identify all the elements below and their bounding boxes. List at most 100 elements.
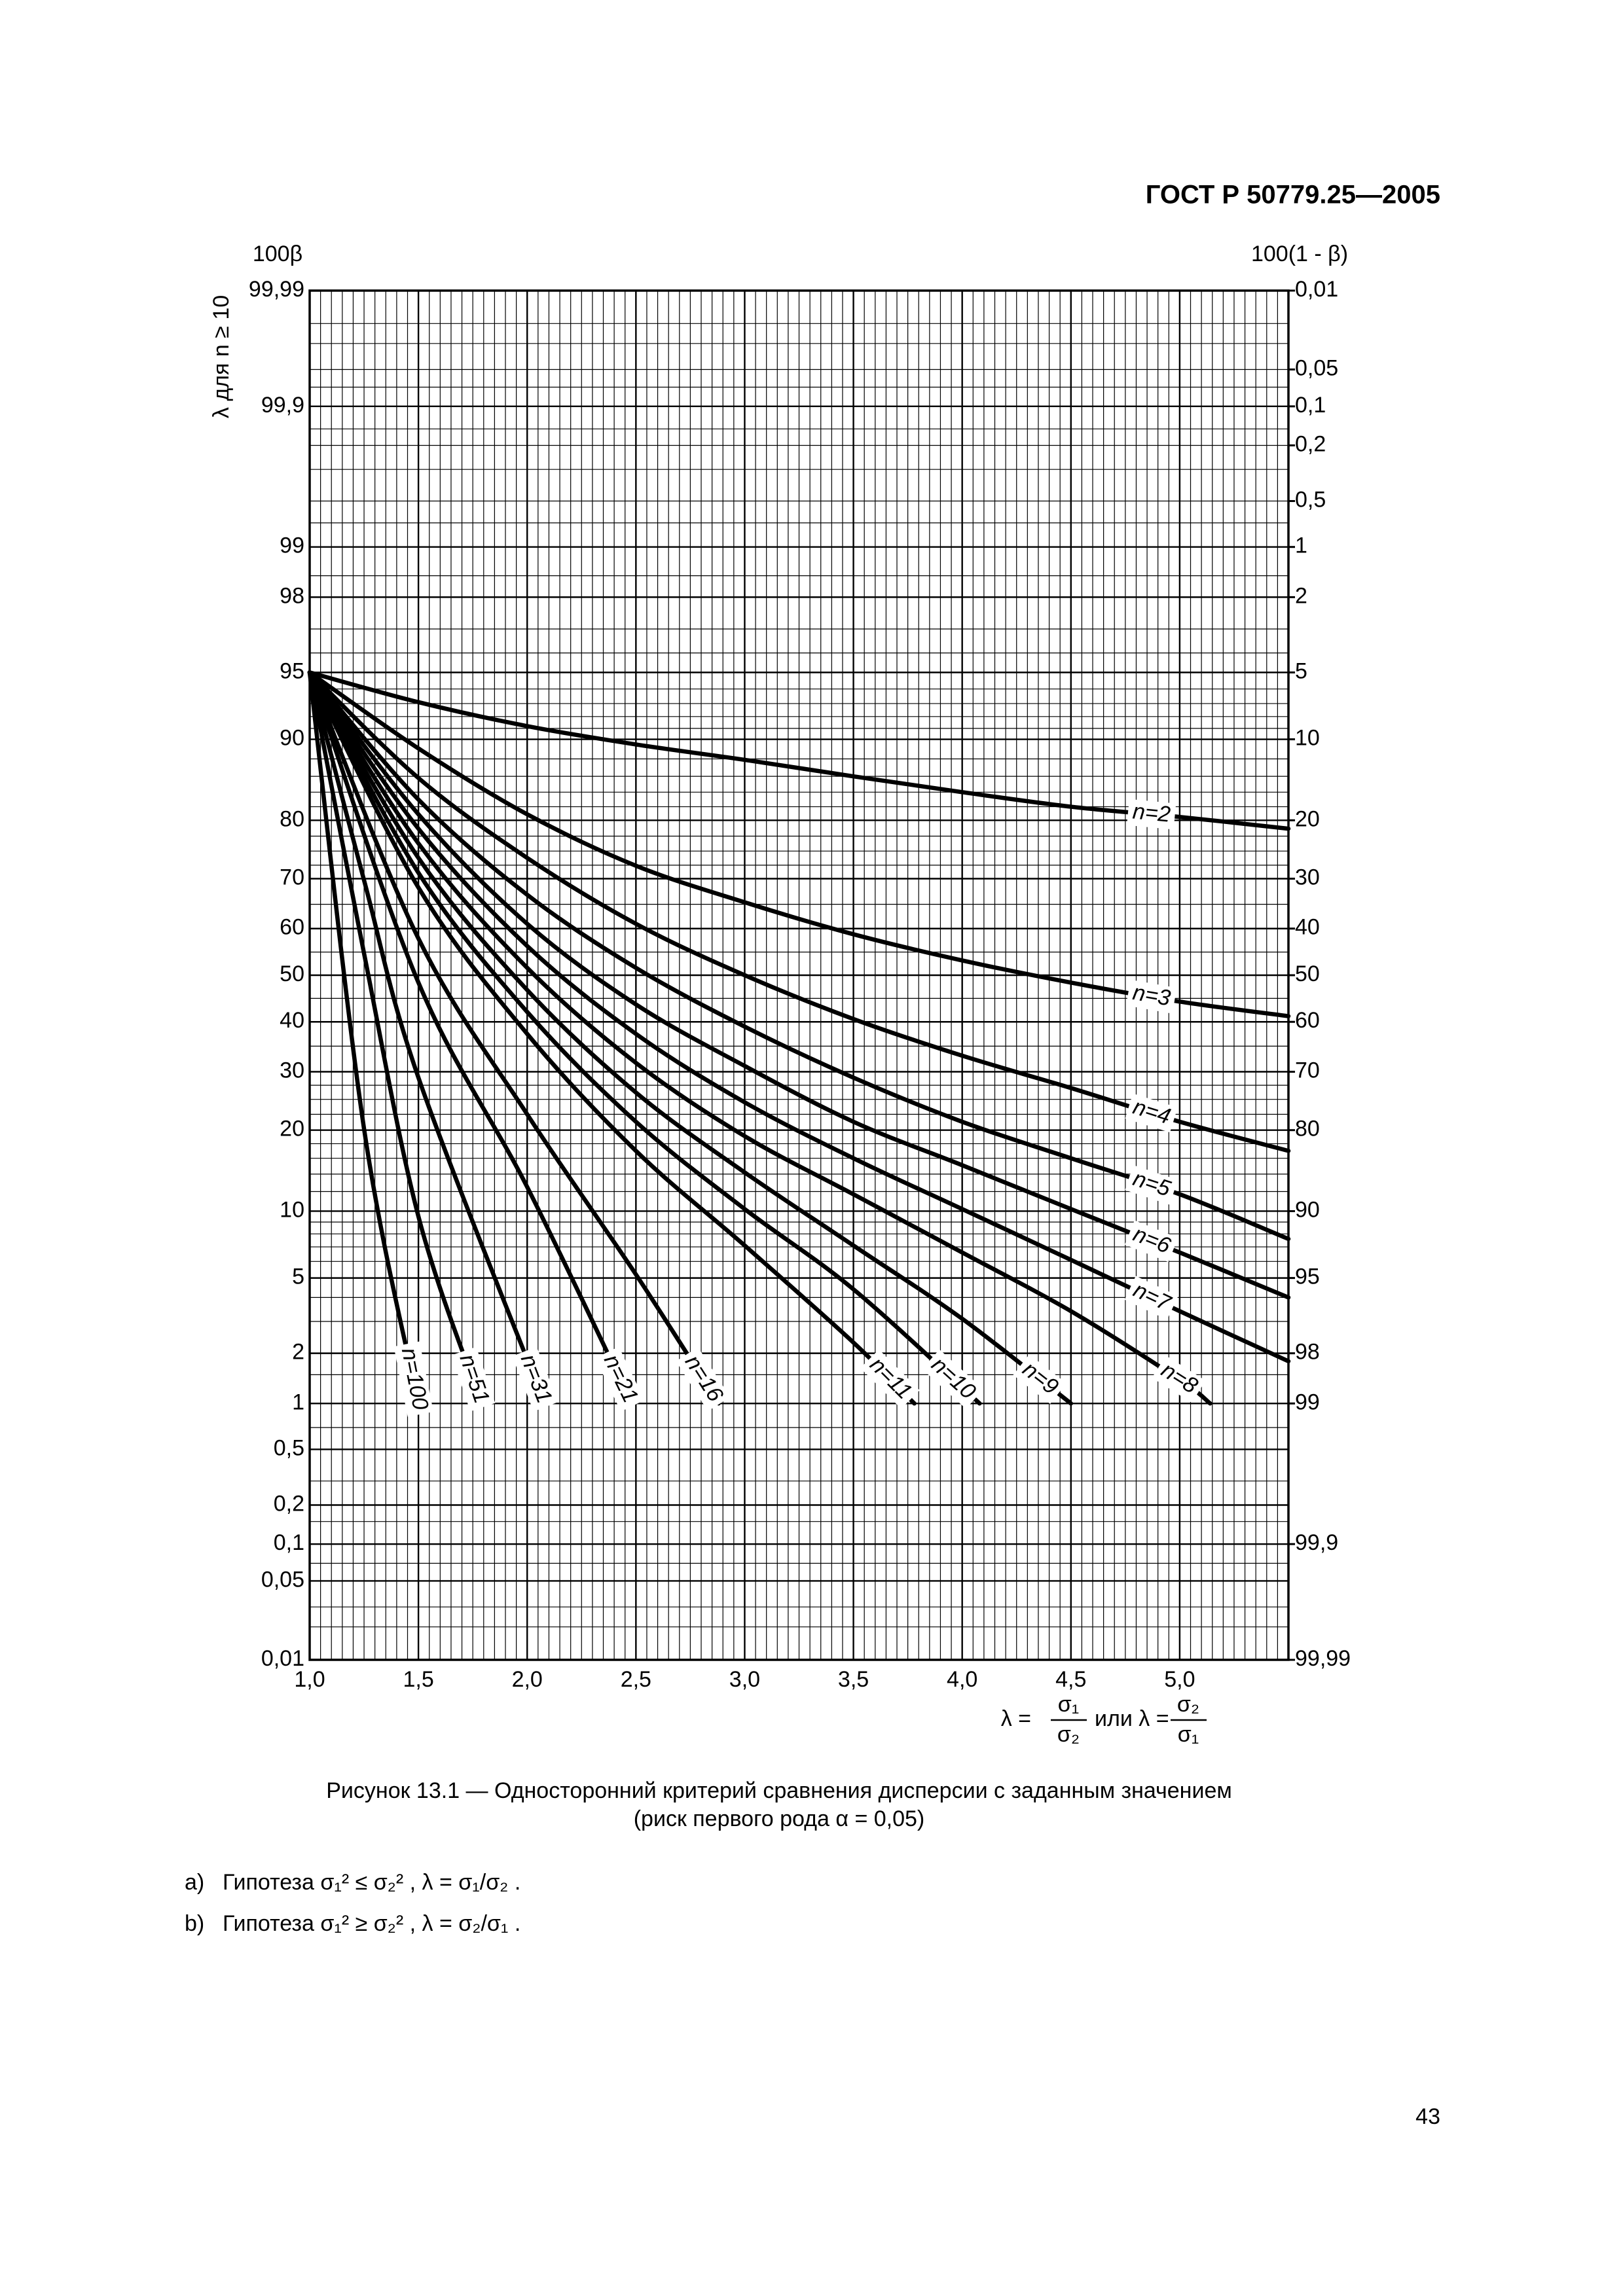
y2-tick-label: 99,9 xyxy=(1295,1530,1338,1555)
annotation: λ для n ≥ 10 xyxy=(209,295,234,418)
x-tick-label: 3,0 xyxy=(729,1667,760,1692)
y2-tick-label: 0,01 xyxy=(1295,277,1338,302)
curves xyxy=(307,670,1291,1406)
curve-label: n=51 xyxy=(451,1346,496,1412)
curve-label: n=16 xyxy=(676,1347,731,1412)
y2-tick-label: 0,05 xyxy=(1295,356,1338,381)
y-tick-label: 99,99 xyxy=(249,277,304,302)
curve-label: n=31 xyxy=(512,1346,558,1412)
y-tick-label: 99 xyxy=(280,533,304,558)
x-label-part: λ = xyxy=(1001,1706,1031,1731)
label-background xyxy=(1013,1354,1067,1404)
label-background xyxy=(451,1346,496,1412)
x-tick-label: 1,0 xyxy=(294,1667,325,1692)
label-background xyxy=(860,1349,920,1409)
label-background xyxy=(1124,1220,1178,1263)
y2-tick-label: 99 xyxy=(1295,1390,1320,1414)
curve xyxy=(307,670,484,1406)
label-background xyxy=(1124,1276,1178,1320)
x-tick-label: 2,0 xyxy=(512,1667,543,1692)
curve xyxy=(307,670,1074,1406)
note-marker: a) xyxy=(185,1870,204,1895)
y2-tick-label: 95 xyxy=(1295,1265,1320,1289)
y-tick-label: 0,5 xyxy=(274,1435,304,1460)
curve-label: n=6 xyxy=(1124,1220,1178,1263)
curve xyxy=(307,670,1291,1018)
y-tick-label: 50 xyxy=(280,961,304,986)
y2-tick-label: 90 xyxy=(1295,1197,1320,1222)
x-tick-label: 4,5 xyxy=(1055,1667,1086,1692)
y2-tick-label: 20 xyxy=(1295,806,1320,831)
y-tick-label: 10 xyxy=(280,1197,304,1222)
label-background xyxy=(1125,1165,1178,1205)
curve-label: n=21 xyxy=(595,1346,645,1412)
y2-tick-label: 80 xyxy=(1295,1117,1320,1141)
label-background xyxy=(595,1346,645,1412)
curve-label: n=3 xyxy=(1125,979,1177,1014)
y-tick-label: 0,05 xyxy=(261,1567,304,1592)
curve xyxy=(307,670,1291,1300)
y2-tick-label: 98 xyxy=(1295,1340,1320,1365)
y2-tick-label: 60 xyxy=(1295,1008,1320,1033)
y-tick-label: 90 xyxy=(280,726,304,751)
x-tick-label: 1,5 xyxy=(403,1667,433,1692)
caption: (риск первого рода α = 0,05) xyxy=(634,1806,925,1831)
y-tick-label: 20 xyxy=(280,1117,304,1141)
series-label: n=2 xyxy=(1131,799,1171,827)
y2-tick-label: 10 xyxy=(1295,726,1320,751)
label-background xyxy=(1125,1093,1178,1133)
x-tick-label: 2,5 xyxy=(621,1667,651,1692)
y2-tick-label: 1 xyxy=(1295,533,1307,558)
y2-tick-label: 0,2 xyxy=(1295,431,1326,456)
curve xyxy=(307,670,421,1406)
curve xyxy=(307,670,1291,1242)
y-tick-label: 70 xyxy=(280,865,304,889)
y2-tick-label: 0,1 xyxy=(1295,393,1326,418)
header: ГОСТ Р 50779.25—2005 xyxy=(1146,181,1440,209)
label-background xyxy=(393,1341,434,1417)
plot-frame xyxy=(308,289,1290,1661)
y2-tick-label: 99,99 xyxy=(1295,1646,1351,1671)
x-label-part: или λ = xyxy=(1095,1706,1169,1731)
y-tick-label: 0,2 xyxy=(274,1491,304,1516)
y-tick-label: 95 xyxy=(280,658,304,683)
y-axis-label: 100β xyxy=(253,242,302,266)
grid xyxy=(308,289,1289,1661)
y-tick-label: 98 xyxy=(280,583,304,608)
curve-label: n=7 xyxy=(1124,1276,1178,1320)
y-tick-label: 0,01 xyxy=(261,1646,304,1671)
curve xyxy=(307,670,634,1406)
curve-label: n=2 xyxy=(1127,798,1176,830)
x-label-part: σ₂ xyxy=(1057,1722,1080,1747)
curve xyxy=(307,670,1291,1364)
curve-labels: n=2n=3n=4n=5n=6n=7n=8n=9n=10n=11n=16n=21… xyxy=(393,798,1206,1417)
y-tick-label: 40 xyxy=(280,1008,304,1033)
y-tick-label: 5 xyxy=(292,1265,304,1289)
y-tick-label: 30 xyxy=(280,1058,304,1083)
label-background xyxy=(512,1346,558,1412)
note-text: Гипотеза σ₁² ≥ σ₂² , λ = σ₂/σ₁ . xyxy=(223,1911,520,1936)
y-tick-label: 2 xyxy=(292,1340,304,1365)
label-background xyxy=(676,1347,731,1412)
x-axis-label: λ = σ₁ σ₂ или λ = σ₂ σ₁ xyxy=(1001,1692,1207,1747)
curve-label: n=4 xyxy=(1125,1093,1178,1133)
curve xyxy=(307,670,1291,1153)
y2-tick-label: 5 xyxy=(1295,658,1307,683)
curve xyxy=(307,670,1213,1406)
caption: Рисунок 13.1 — Односторонний критерий ср… xyxy=(326,1778,1231,1803)
y-tick-label: 80 xyxy=(280,806,304,831)
page-number: 43 xyxy=(1415,2104,1440,2129)
curve xyxy=(307,670,982,1406)
note-marker: b) xyxy=(185,1911,204,1936)
y-tick-label: 0,1 xyxy=(274,1530,304,1555)
y-tick-label: 1 xyxy=(292,1390,304,1414)
y2-tick-label: 50 xyxy=(1295,961,1320,986)
curve-label: n=5 xyxy=(1125,1165,1178,1205)
y2-tick-label: 40 xyxy=(1295,915,1320,940)
x-label-part: σ₁ xyxy=(1178,1722,1199,1747)
note-text: Гипотеза σ₁² ≤ σ₂² , λ = σ₁/σ₂ . xyxy=(223,1870,520,1895)
curve xyxy=(307,670,721,1406)
label-background xyxy=(1127,798,1176,830)
